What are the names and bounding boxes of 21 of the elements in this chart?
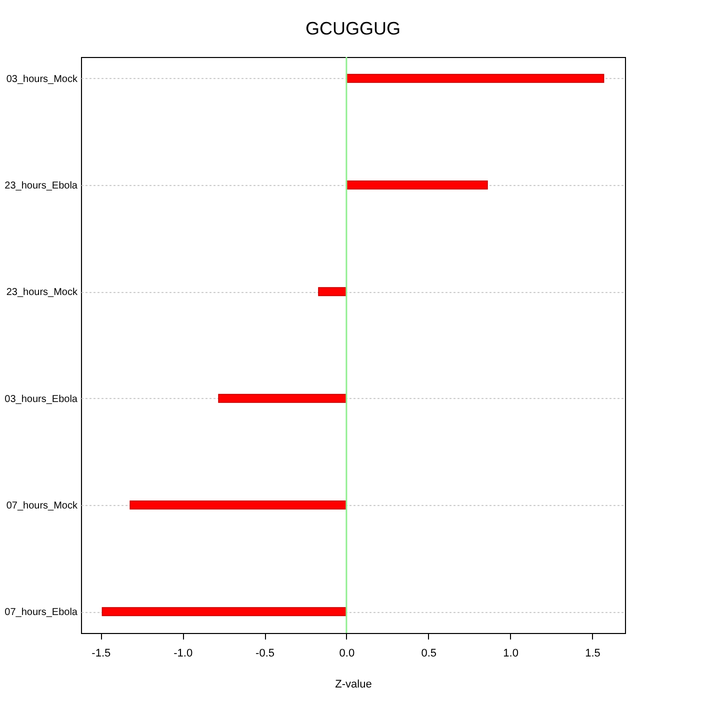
x-axis-title: Z-value xyxy=(335,678,372,690)
y-tick-label: 23_hours_Mock xyxy=(6,287,78,298)
y-tick-label: 07_hours_Ebola xyxy=(4,607,78,618)
x-tick-label: -1.0 xyxy=(174,648,193,660)
x-tick-label: 0.5 xyxy=(421,648,437,660)
x-tick-label: -0.5 xyxy=(256,648,274,660)
x-tick-label: -1.5 xyxy=(92,648,111,660)
bar xyxy=(318,287,347,296)
y-tick-label: 03_hours_Mock xyxy=(6,74,78,85)
x-tick-label: 1.5 xyxy=(585,648,600,660)
y-tick-label: 23_hours_Ebola xyxy=(4,180,78,192)
bar xyxy=(346,180,488,190)
bar xyxy=(218,394,347,403)
bar xyxy=(346,74,604,83)
x-tick-label: 0.0 xyxy=(339,648,355,660)
chart-title: GCUGGUG xyxy=(305,18,401,38)
y-tick-label: 07_hours_Mock xyxy=(6,500,78,512)
x-tick-label: 1.0 xyxy=(503,648,518,660)
y-tick-label: 03_hours_Ebola xyxy=(4,394,78,405)
bar xyxy=(130,500,347,510)
bar xyxy=(102,607,347,616)
